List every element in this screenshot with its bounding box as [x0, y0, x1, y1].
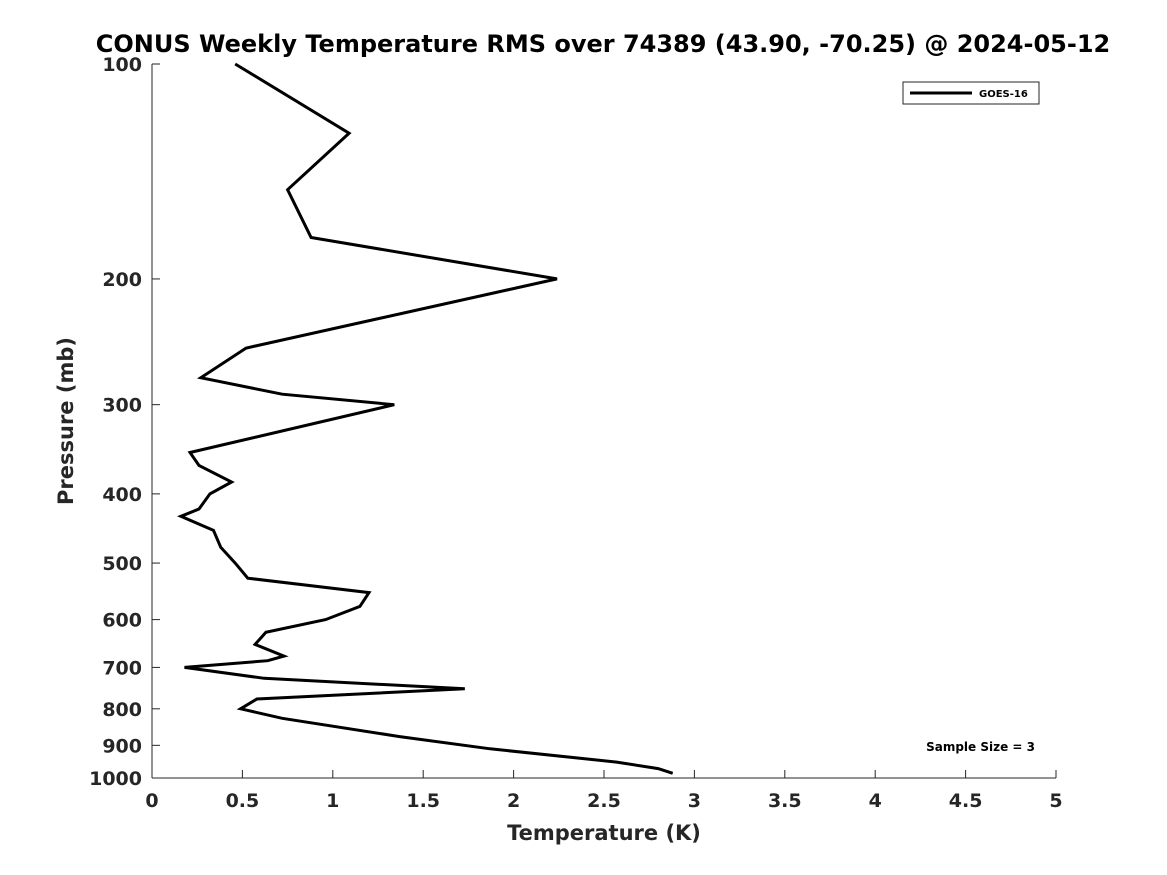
y-tick-label: 600: [102, 610, 142, 632]
y-tick-label: 900: [102, 735, 142, 757]
y-tick-label: 800: [102, 699, 142, 721]
x-tick-label: 4: [869, 790, 882, 812]
x-tick-label: 3.5: [768, 790, 802, 812]
y-axis-label: Pressure (mb): [54, 337, 78, 505]
legend-label-goes-16: GOES-16: [979, 89, 1028, 100]
y-ticks: 100 200 300 400 500 600 700 800 900 1000: [89, 54, 160, 790]
y-tick-label: 1000: [89, 768, 142, 790]
x-tick-label: 2: [507, 790, 520, 812]
x-tick-label: 0.5: [226, 790, 260, 812]
x-tick-label: 2.5: [587, 790, 621, 812]
y-tick-label: 100: [102, 54, 142, 76]
x-tick-label: 1: [326, 790, 339, 812]
chart-title: CONUS Weekly Temperature RMS over 74389 …: [96, 30, 1110, 58]
y-tick-label: 400: [102, 484, 142, 506]
x-tick-label: 3: [688, 790, 701, 812]
x-axis-label: Temperature (K): [507, 821, 701, 845]
sample-size-annotation: Sample Size = 3: [926, 740, 1035, 754]
y-tick-label: 200: [102, 269, 142, 291]
y-tick-label: 500: [102, 553, 142, 575]
x-tick-label: 1.5: [406, 790, 440, 812]
series-line-goes-16: [177, 62, 674, 775]
x-ticks: 0 0.5 1 1.5 2 2.5 3 3.5 4 4.5 5: [145, 770, 1063, 812]
x-tick-label: 0: [145, 790, 158, 812]
series-layer: [177, 62, 674, 775]
legend: GOES-16: [902, 81, 1040, 105]
y-tick-label: 300: [102, 395, 142, 417]
x-tick-label: 5: [1049, 790, 1062, 812]
x-tick-label: 4.5: [949, 790, 983, 812]
y-tick-label: 700: [102, 657, 142, 679]
